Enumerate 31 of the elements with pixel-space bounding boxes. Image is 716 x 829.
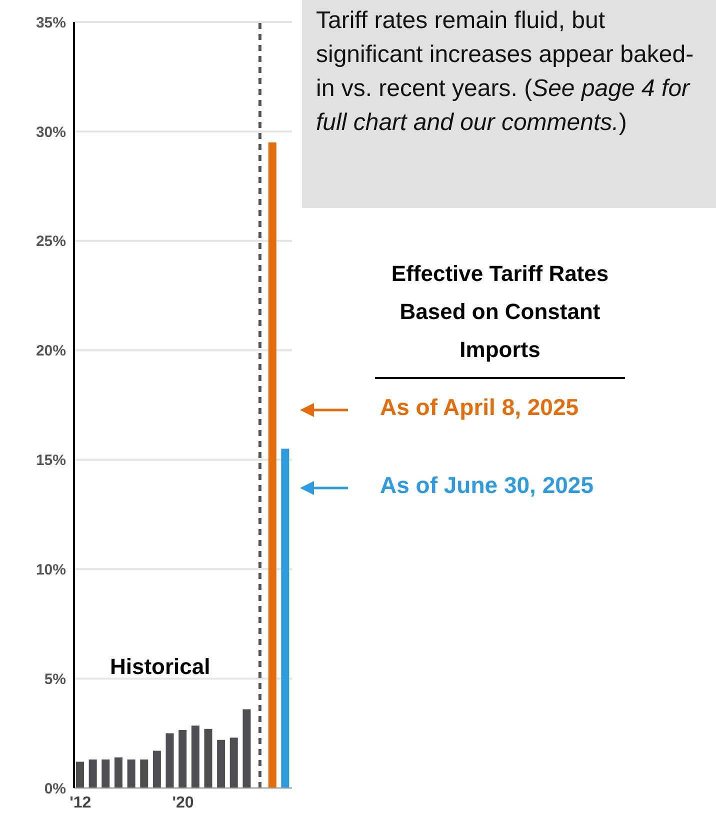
- bar: [204, 728, 212, 788]
- y-tick-label: 10%: [36, 561, 66, 578]
- x-tick-label: '20: [172, 794, 194, 812]
- bar: [268, 142, 276, 788]
- y-tick-label: 5%: [44, 670, 66, 688]
- bar: [88, 760, 97, 788]
- y-tick-label: 20%: [36, 342, 66, 360]
- legend-title: Effective Tariff Rates Based on Constant Imports: [375, 255, 625, 379]
- bar: [140, 760, 148, 788]
- bar: [191, 726, 200, 788]
- bar: [76, 762, 84, 788]
- bar: [178, 730, 187, 788]
- legend-label: As of April 8, 2025: [380, 394, 579, 421]
- y-tick-label: 30%: [36, 124, 66, 141]
- y-tick-label: 15%: [36, 452, 66, 470]
- text: Historical: [110, 654, 210, 680]
- bar: [230, 738, 238, 788]
- y-tick-label: 25%: [36, 233, 66, 250]
- bar: [127, 760, 136, 788]
- text: Tariff rates remain fluid, but significant increases appear baked-in vs. recent years. (See page 4 for full chart and our comments.): [316, 7, 694, 136]
- bar: [242, 709, 251, 788]
- legend-label: As of June 30, 2025: [380, 472, 594, 499]
- bar: [166, 733, 174, 788]
- bar: [281, 448, 290, 788]
- bar: [152, 750, 161, 788]
- x-tick-label: '12: [70, 794, 92, 812]
- bar: [217, 740, 226, 788]
- bar: [102, 760, 110, 788]
- bar: [114, 757, 122, 788]
- y-tick-label: 0%: [44, 780, 66, 798]
- y-tick-label: 35%: [36, 14, 66, 32]
